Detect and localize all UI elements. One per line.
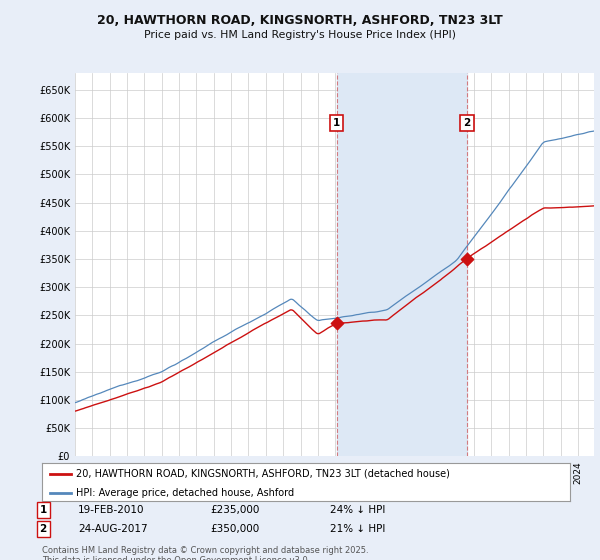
Bar	[337, 73, 467, 456]
Text: HPI: Average price, detached house, Ashford: HPI: Average price, detached house, Ashf…	[76, 488, 295, 498]
Text: 19-FEB-2010: 19-FEB-2010	[78, 505, 145, 515]
Text: 1: 1	[40, 505, 47, 515]
Text: £350,000: £350,000	[210, 524, 259, 534]
Text: 2: 2	[40, 524, 47, 534]
Text: 2: 2	[463, 118, 470, 128]
Text: 20, HAWTHORN ROAD, KINGSNORTH, ASHFORD, TN23 3LT: 20, HAWTHORN ROAD, KINGSNORTH, ASHFORD, …	[97, 14, 503, 27]
Text: £235,000: £235,000	[210, 505, 259, 515]
Point	[332, 319, 341, 328]
Text: 24-AUG-2017: 24-AUG-2017	[78, 524, 148, 534]
Text: 20, HAWTHORN ROAD, KINGSNORTH, ASHFORD, TN23 3LT (detached house): 20, HAWTHORN ROAD, KINGSNORTH, ASHFORD, …	[76, 469, 450, 479]
Text: Price paid vs. HM Land Registry's House Price Index (HPI): Price paid vs. HM Land Registry's House …	[144, 30, 456, 40]
Point	[462, 254, 472, 263]
Text: 21% ↓ HPI: 21% ↓ HPI	[330, 524, 385, 534]
Text: Contains HM Land Registry data © Crown copyright and database right 2025.
This d: Contains HM Land Registry data © Crown c…	[42, 546, 368, 560]
Text: 1: 1	[333, 118, 340, 128]
Text: 24% ↓ HPI: 24% ↓ HPI	[330, 505, 385, 515]
